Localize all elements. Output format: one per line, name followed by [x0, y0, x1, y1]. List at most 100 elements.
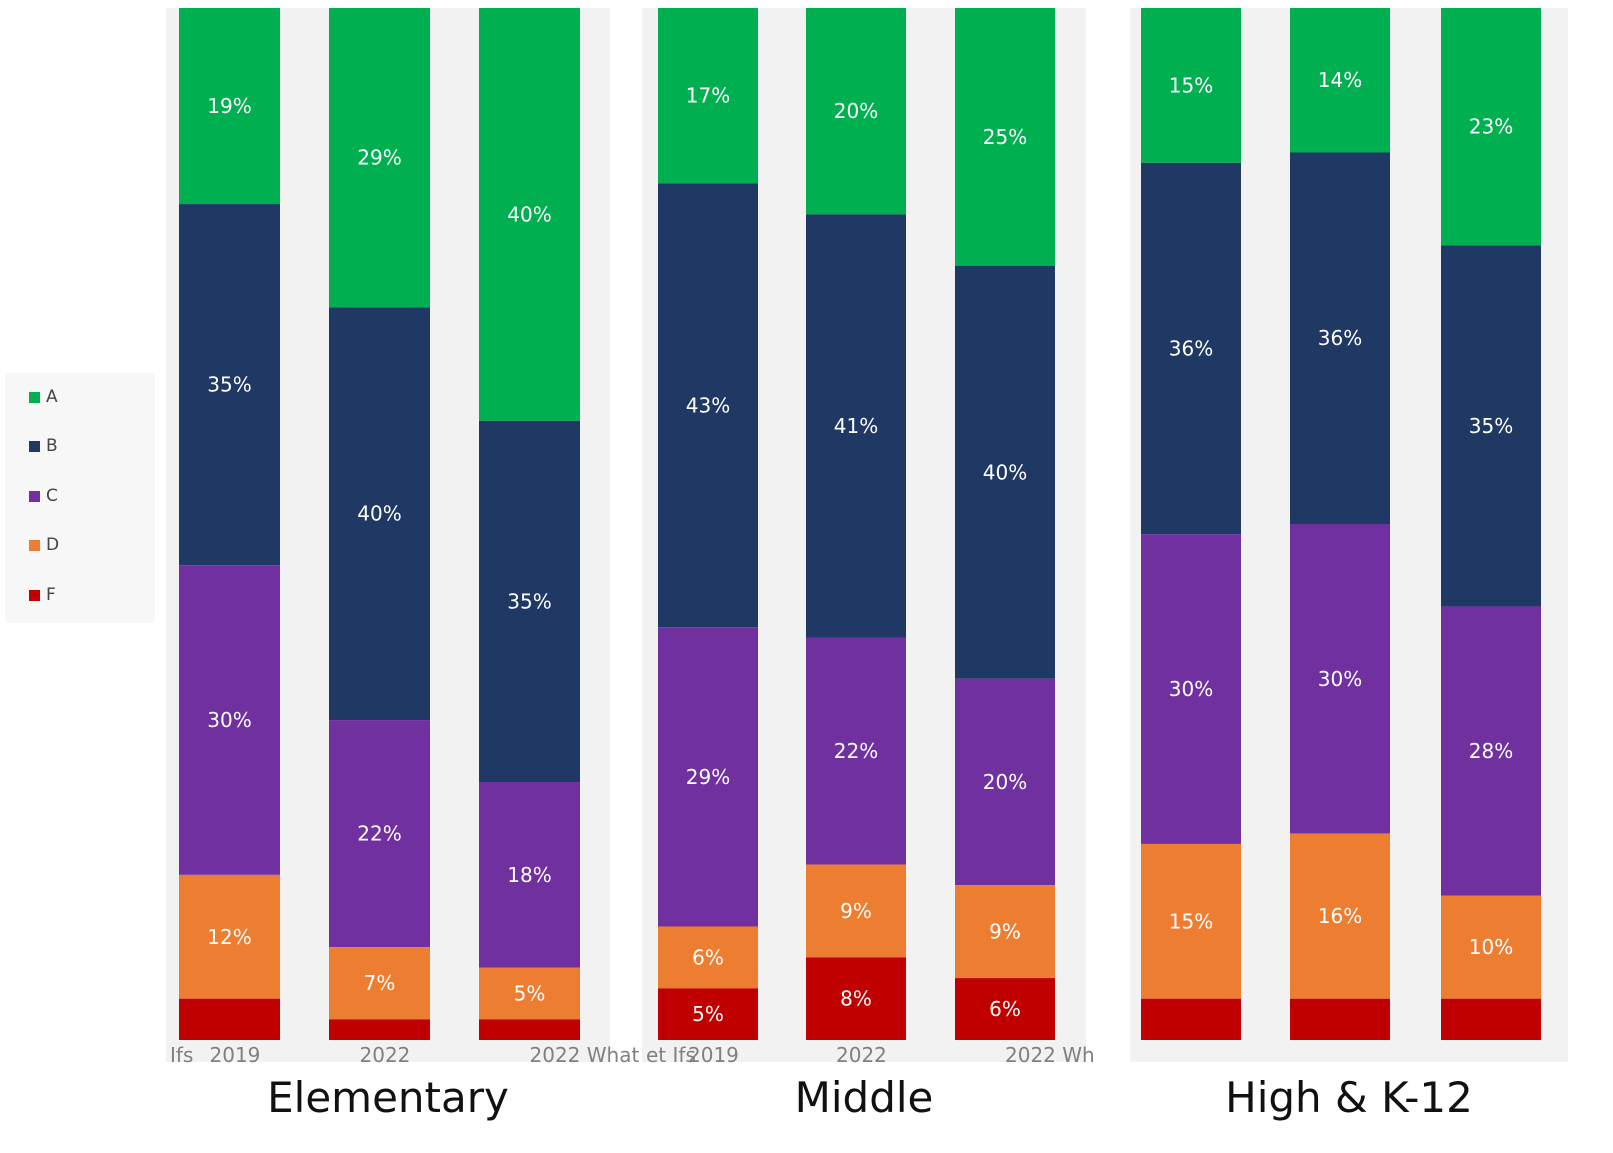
- bar-segment: [806, 8, 906, 215]
- bar-segment: [1141, 162, 1241, 535]
- bar-segment: [658, 8, 758, 184]
- tick-label: et Ifs: [646, 1043, 696, 1067]
- legend-swatch-c: [29, 490, 40, 502]
- data-label: 10%: [1469, 935, 1513, 959]
- legend-item-a: A: [29, 386, 58, 408]
- data-label: 43%: [686, 393, 730, 417]
- data-label: 14%: [1318, 68, 1362, 92]
- legend: A B C D F: [5, 373, 155, 623]
- bar-segment: [1290, 524, 1390, 834]
- bar-segment: [955, 678, 1055, 886]
- bar-segment: [479, 967, 580, 1020]
- bar-segment: [479, 1019, 580, 1040]
- tick-label: 2019: [688, 1043, 739, 1067]
- bar-segment: [1290, 998, 1390, 1040]
- data-label: 20%: [834, 99, 878, 123]
- tick-label: 2022 Wh: [1005, 1043, 1095, 1067]
- data-label: 19%: [207, 94, 251, 118]
- data-label: 18%: [507, 863, 551, 887]
- panel-title: Middle: [795, 1073, 934, 1122]
- bar-segment: [1290, 152, 1390, 525]
- tick-label: 2022: [360, 1043, 411, 1067]
- data-label: 22%: [357, 822, 401, 846]
- legend-label-d: D: [46, 535, 60, 555]
- legend-swatch-b: [29, 440, 40, 452]
- bar-segment: [179, 204, 280, 566]
- bar-segment: [329, 1019, 430, 1040]
- bar-segment: [179, 565, 280, 875]
- bar-segment: [1290, 8, 1390, 153]
- data-label: 5%: [692, 1002, 724, 1026]
- data-label: 17%: [686, 84, 730, 108]
- legend-item-f: F: [29, 584, 56, 606]
- bar-segment: [1441, 606, 1541, 896]
- data-label: 35%: [207, 373, 251, 397]
- bar-segment: [658, 988, 758, 1040]
- bar-segment: [1141, 8, 1241, 163]
- tick-label: 2019: [210, 1043, 261, 1067]
- bar-segment: [955, 8, 1055, 266]
- data-label: 8%: [840, 987, 872, 1011]
- data-label: 29%: [357, 146, 401, 170]
- bar-segment: [479, 8, 580, 421]
- data-label: 35%: [507, 589, 551, 613]
- bar-segment: [329, 720, 430, 948]
- data-label: 5%: [514, 982, 546, 1006]
- tick-label: Ifs: [170, 1043, 193, 1067]
- bar-segment: [329, 947, 430, 1020]
- data-label: 12%: [207, 925, 251, 949]
- bar-segment: [1441, 998, 1541, 1040]
- legend-swatch-d: [29, 539, 40, 551]
- data-label: 9%: [989, 920, 1021, 944]
- legend-label-a: A: [46, 387, 58, 407]
- data-label: 30%: [1318, 667, 1362, 691]
- data-label: 25%: [983, 125, 1027, 149]
- data-label: 6%: [692, 945, 724, 969]
- bar-segment: [1290, 833, 1390, 999]
- bar-segment: [1141, 534, 1241, 844]
- legend-swatch-f: [29, 589, 40, 601]
- data-label: 23%: [1469, 115, 1513, 139]
- data-label: 29%: [686, 765, 730, 789]
- bar-segment: [806, 864, 906, 958]
- bar-segment: [806, 214, 906, 638]
- legend-item-c: C: [29, 485, 58, 507]
- tick-label: 2022: [836, 1043, 887, 1067]
- data-label: 30%: [207, 708, 251, 732]
- bar-segment: [1441, 245, 1541, 607]
- data-label: 6%: [989, 997, 1021, 1021]
- panel-title: High & K-12: [1225, 1073, 1473, 1122]
- bar-segment: [479, 420, 580, 782]
- bar-segment: [329, 8, 430, 308]
- bar-segment: [179, 8, 280, 205]
- data-label: 15%: [1169, 73, 1213, 97]
- data-label: 28%: [1469, 739, 1513, 763]
- legend-item-d: D: [29, 534, 59, 556]
- bar-segment: [658, 627, 758, 927]
- legend-item-b: B: [29, 435, 58, 457]
- bar-segment: [806, 957, 906, 1040]
- data-label: 36%: [1169, 337, 1213, 361]
- panel-title: Elementary: [267, 1073, 509, 1122]
- legend-label-f: F: [46, 585, 56, 605]
- data-label: 40%: [357, 502, 401, 526]
- bar-segment: [658, 926, 758, 989]
- data-label: 9%: [840, 899, 872, 923]
- bar-segment: [806, 637, 906, 865]
- data-label: 7%: [364, 971, 396, 995]
- data-label: 35%: [1469, 414, 1513, 438]
- bar-segment: [1441, 8, 1541, 246]
- data-label: 16%: [1318, 904, 1362, 928]
- bar-segment: [658, 183, 758, 628]
- bar-segment: [1141, 998, 1241, 1040]
- data-label: 22%: [834, 739, 878, 763]
- bar-segment: [329, 307, 430, 721]
- data-label: 36%: [1318, 326, 1362, 350]
- data-label: 40%: [507, 202, 551, 226]
- tick-label: 2022 What: [530, 1043, 640, 1067]
- data-label: 20%: [983, 770, 1027, 794]
- data-label: 41%: [834, 414, 878, 438]
- data-label: 15%: [1169, 909, 1213, 933]
- bar-segment: [1141, 843, 1241, 999]
